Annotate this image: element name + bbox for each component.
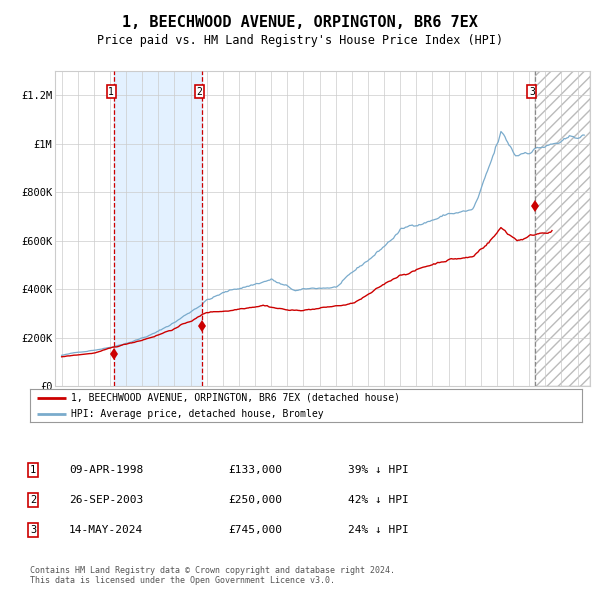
Text: 1, BEECHWOOD AVENUE, ORPINGTON, BR6 7EX (detached house): 1, BEECHWOOD AVENUE, ORPINGTON, BR6 7EX … <box>71 392 400 402</box>
Text: 09-APR-1998: 09-APR-1998 <box>69 465 143 475</box>
Text: 14-MAY-2024: 14-MAY-2024 <box>69 525 143 535</box>
Text: 1: 1 <box>30 465 36 475</box>
Text: 2: 2 <box>196 87 202 97</box>
Text: 26-SEP-2003: 26-SEP-2003 <box>69 495 143 505</box>
Text: 3: 3 <box>529 87 535 97</box>
Text: HPI: Average price, detached house, Bromley: HPI: Average price, detached house, Brom… <box>71 409 324 419</box>
Text: 3: 3 <box>30 525 36 535</box>
Text: Contains HM Land Registry data © Crown copyright and database right 2024.
This d: Contains HM Land Registry data © Crown c… <box>30 566 395 585</box>
Text: Price paid vs. HM Land Registry's House Price Index (HPI): Price paid vs. HM Land Registry's House … <box>97 34 503 47</box>
Text: 24% ↓ HPI: 24% ↓ HPI <box>348 525 409 535</box>
Text: 1: 1 <box>108 87 114 97</box>
Text: £250,000: £250,000 <box>228 495 282 505</box>
Text: 1, BEECHWOOD AVENUE, ORPINGTON, BR6 7EX: 1, BEECHWOOD AVENUE, ORPINGTON, BR6 7EX <box>122 15 478 30</box>
Text: £133,000: £133,000 <box>228 465 282 475</box>
Text: 39% ↓ HPI: 39% ↓ HPI <box>348 465 409 475</box>
Bar <box>535 71 590 386</box>
Text: 42% ↓ HPI: 42% ↓ HPI <box>348 495 409 505</box>
Text: £745,000: £745,000 <box>228 525 282 535</box>
Text: 2: 2 <box>30 495 36 505</box>
Bar <box>115 71 202 386</box>
